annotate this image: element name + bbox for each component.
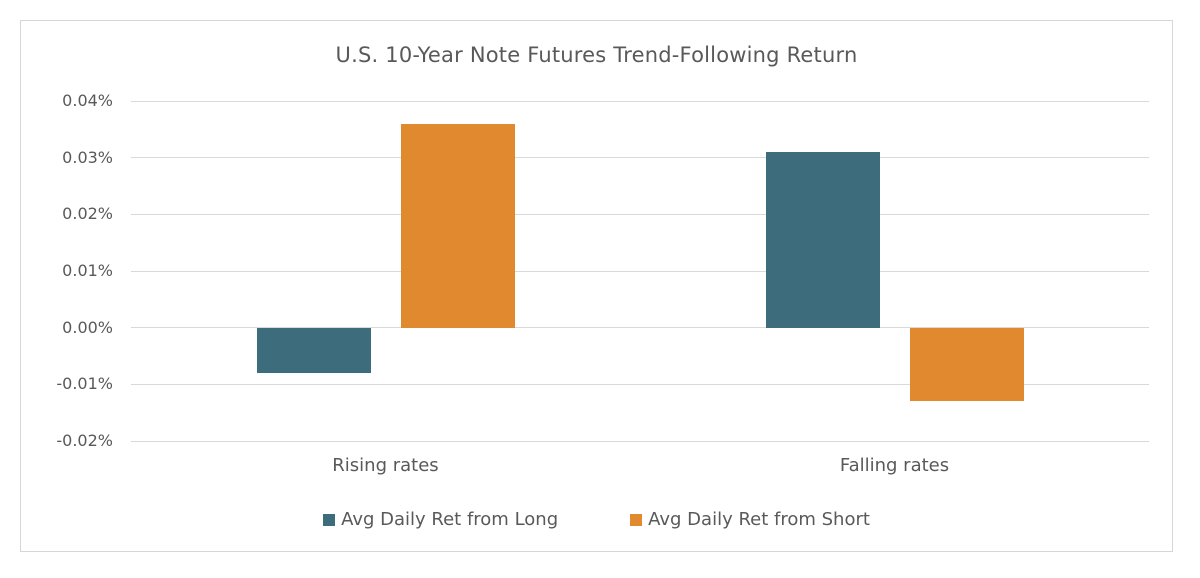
legend-item-long: Avg Daily Ret from Long xyxy=(323,509,558,530)
legend-label: Avg Daily Ret from Long xyxy=(341,509,559,530)
bar-long-falling xyxy=(765,152,880,328)
y-axis-tick-label: 0.00% xyxy=(62,317,113,337)
bar-short-falling xyxy=(909,327,1024,402)
plot-area xyxy=(131,100,1149,442)
gridline xyxy=(131,213,1149,215)
y-axis-tick-label: 0.03% xyxy=(62,147,113,167)
gridline xyxy=(131,383,1149,385)
x-axis-label-falling-rates: Falling rates xyxy=(839,455,950,476)
legend-item-short: Avg Daily Ret from Short xyxy=(630,509,870,530)
y-axis-tick-label: 0.02% xyxy=(62,204,113,224)
gridline xyxy=(131,440,1149,442)
gridline xyxy=(131,270,1149,272)
gridline xyxy=(131,157,1149,159)
legend: Avg Daily Ret from Long Avg Daily Ret fro… xyxy=(21,509,1172,530)
chart-frame: U.S. 10-Year Note Futures Trend-Followin… xyxy=(20,20,1173,552)
legend-swatch-long xyxy=(323,513,336,526)
bar-long-rising xyxy=(256,327,371,373)
gridline xyxy=(131,327,1149,329)
y-axis-tick-label: -0.02% xyxy=(56,431,113,450)
y-axis-tick-label: 0.04% xyxy=(62,91,113,110)
bar-short-rising xyxy=(400,123,515,328)
y-axis-tick-label: -0.01% xyxy=(56,374,113,394)
legend-label: Avg Daily Ret from Short xyxy=(648,509,870,530)
chart-title: U.S. 10-Year Note Futures Trend-Followin… xyxy=(335,43,858,67)
legend-swatch-short xyxy=(630,513,643,526)
y-axis-tick-label: 0.01% xyxy=(62,261,113,280)
x-axis-label-rising-rates: Rising rates xyxy=(332,455,439,476)
gridline xyxy=(131,100,1149,102)
